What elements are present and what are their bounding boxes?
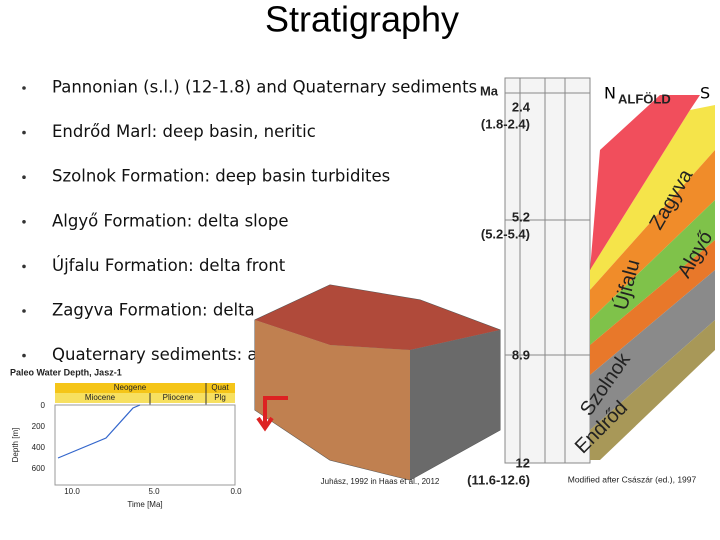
x-tick-label: 10.0 [64, 487, 80, 496]
age: 5.2 [512, 209, 530, 224]
strat-column [504, 77, 591, 464]
bullet: Zagyva Formation: delta [52, 301, 255, 320]
age: 2.4 [512, 99, 531, 114]
bullet-dot [22, 86, 26, 90]
bullet-dot [22, 220, 26, 224]
block-diagram [254, 284, 501, 481]
y-tick-label: 600 [32, 464, 46, 473]
credit: Modified after Császár (ed.), 1997 [568, 474, 697, 484]
layer [590, 105, 715, 290]
cross-section [504, 77, 715, 464]
layer [590, 240, 715, 375]
y-tick-label: 200 [32, 422, 46, 431]
region: ALFÖLD [618, 91, 671, 106]
age: 12 [516, 455, 530, 470]
y-label: Depth [m] [11, 428, 20, 463]
bullet: Pannonian (s.l.) (12-1.8) and Quaternary… [52, 78, 477, 97]
period: Neogene [114, 383, 147, 392]
x-tick-label: 5.0 [148, 487, 160, 496]
bullet: Quaternary sediments: a [52, 345, 258, 364]
y-tick-label: 0 [41, 401, 46, 410]
age-range: (5.2-5.4) [481, 226, 530, 241]
epoch: Miocene [85, 393, 116, 402]
south: S [700, 84, 710, 103]
x-tick-label: 0.0 [230, 487, 242, 496]
north: N [604, 84, 616, 103]
age-range: (1.8-2.4) [481, 116, 530, 131]
bullet: Újfalu Formation: delta front [52, 256, 286, 275]
title: Stratigraphy [265, 0, 459, 40]
inset [5, 365, 240, 515]
bullet: Algyő Formation: delta slope [52, 211, 288, 230]
arrow [256, 396, 288, 432]
bullet-list: Pannonian (s.l.) (12-1.8) and Quaternary… [22, 78, 477, 364]
age-range: (11.6-12.6) [467, 472, 530, 487]
bullet-dot [22, 264, 26, 269]
period: Quat [211, 383, 229, 392]
bullet: Szolnok Formation: deep basin turbidites [52, 167, 390, 186]
epoch: Plg [214, 393, 226, 402]
inset-title: Paleo Water Depth, Jasz-1 [10, 367, 122, 377]
layer [590, 320, 715, 460]
bullet-dot [22, 353, 26, 358]
age: 8.9 [512, 347, 530, 362]
layer [590, 150, 715, 320]
bullet-dot [22, 130, 26, 135]
layer [590, 95, 700, 270]
layer [590, 270, 715, 430]
unit: Ma [480, 83, 499, 98]
bullet: Endrőd Marl: deep basin, neritic [52, 122, 316, 141]
bullet-dot [22, 309, 26, 313]
epoch: Pliocene [163, 393, 194, 402]
layer [590, 200, 715, 345]
x-label: Time [Ma] [127, 500, 162, 509]
y-tick-label: 400 [32, 443, 46, 452]
bullet-dot [22, 175, 26, 179]
block-credit: Juhász, 1992 in Haas et al., 2012 [321, 477, 440, 486]
